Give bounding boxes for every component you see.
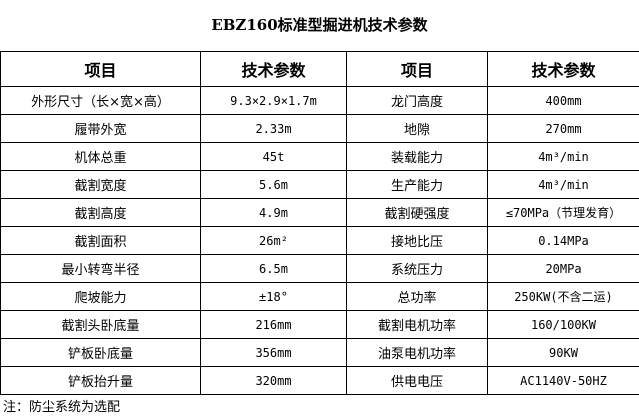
table-row: 最小转弯半径 6.5m 系统压力 20MPa [0,254,639,283]
item-label: 铲板卧底量 [0,338,201,367]
item-label: 截割头卧底量 [0,310,201,339]
table-row: 履带外宽 2.33m 地隙 270mm [0,114,639,143]
header-param: 技术参数 [487,51,639,87]
param-value: 356mm [200,338,347,367]
item-label: 总功率 [346,282,488,311]
param-value: 4m³/min [487,170,639,199]
item-label: 履带外宽 [0,114,201,143]
param-value: 2.33m [200,114,347,143]
item-label: 爬坡能力 [0,282,201,311]
item-label: 截割电机功率 [346,310,488,339]
param-value: 5.6m [200,170,347,199]
param-value: 6.5m [200,254,347,283]
param-value: 9.3×2.9×1.7m [200,86,347,115]
param-value: 26m² [200,226,347,255]
item-label: 接地比压 [346,226,488,255]
header-param: 技术参数 [200,51,347,87]
header-item: 项目 [346,51,488,87]
item-label: 油泵电机功率 [346,338,488,367]
item-label: 龙门高度 [346,86,488,115]
item-label: 地隙 [346,114,488,143]
item-label: 生产能力 [346,170,488,199]
param-value: 45t [200,142,347,171]
param-value: AC1140V-50HZ [487,366,639,395]
table-row: 外形尺寸（长×宽×高） 9.3×2.9×1.7m 龙门高度 400mm [0,86,639,115]
param-value: ±18° [200,282,347,311]
item-label: 截割硬强度 [346,198,488,227]
param-value: 270mm [487,114,639,143]
param-value: 160/100KW [487,310,639,339]
header-item: 项目 [0,51,201,87]
item-label: 最小转弯半径 [0,254,201,283]
item-label: 铲板抬升量 [0,366,201,395]
page-title: EBZ160标准型掘进机技术参数 [211,16,428,34]
param-value: 4.9m [200,198,347,227]
table-row: 铲板抬升量 320mm 供电电压 AC1140V-50HZ [0,366,639,395]
param-value: 400mm [487,86,639,115]
item-label: 系统压力 [346,254,488,283]
spec-table: 项目 技术参数 项目 技术参数 外形尺寸（长×宽×高） 9.3×2.9×1.7m 龙… [0,51,639,395]
param-value: ≤70MPa（节理发育） [487,198,639,227]
param-value: 90KW [487,338,639,367]
table-row: 截割面积 26m² 接地比压 0.14MPa [0,226,639,255]
table-row: 截割高度 4.9m 截割硬强度 ≤70MPa（节理发育） [0,198,639,227]
table-row: 机体总重 45t 装载能力 4m³/min [0,142,639,171]
item-label: 外形尺寸（长×宽×高） [0,86,201,115]
param-value: 216mm [200,310,347,339]
item-label: 供电电压 [346,366,488,395]
table-row: 截割宽度 5.6m 生产能力 4m³/min [0,170,639,199]
item-label: 截割宽度 [0,170,201,199]
item-label: 装载能力 [346,142,488,171]
table-row: 爬坡能力 ±18° 总功率 250KW(不含二运) [0,282,639,311]
param-value: 320mm [200,366,347,395]
footnote: 注：防尘系统为选配 [3,400,121,415]
param-value: 0.14MPa [487,226,639,255]
item-label: 截割面积 [0,226,201,255]
table-row: 截割头卧底量 216mm 截割电机功率 160/100KW [0,310,639,339]
item-label: 机体总重 [0,142,201,171]
table-header-row: 项目 技术参数 项目 技术参数 [0,51,639,87]
table-row: 铲板卧底量 356mm 油泵电机功率 90KW [0,338,639,367]
item-label: 截割高度 [0,198,201,227]
param-value: 20MPa [487,254,639,283]
param-value: 4m³/min [487,142,639,171]
param-value: 250KW(不含二运) [487,282,639,311]
